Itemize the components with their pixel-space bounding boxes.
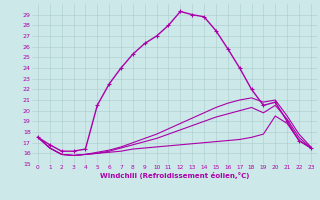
X-axis label: Windchill (Refroidissement éolien,°C): Windchill (Refroidissement éolien,°C) <box>100 172 249 179</box>
